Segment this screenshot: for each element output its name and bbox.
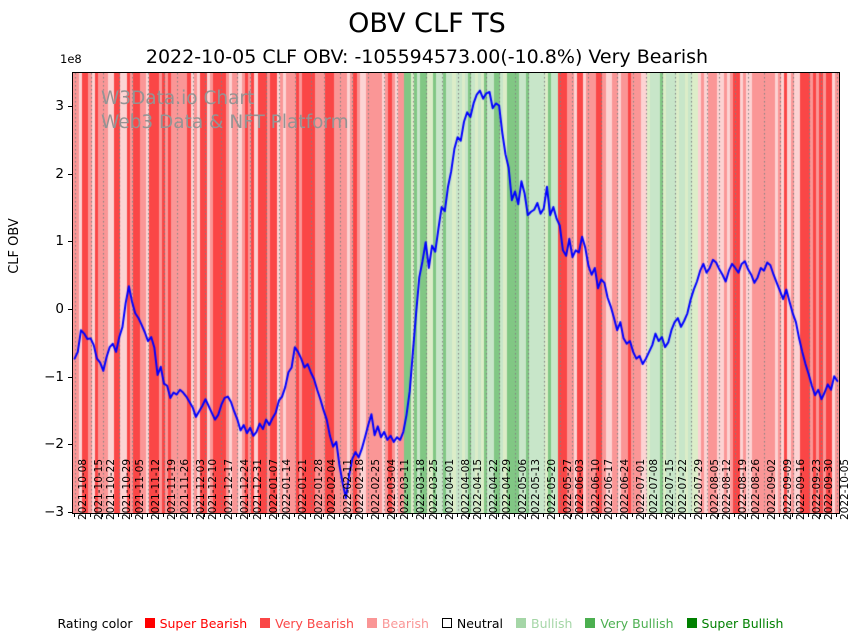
legend-label: Very Bullish (600, 615, 674, 631)
legend-swatch-icon (366, 618, 377, 628)
legend-title: Rating color (57, 615, 133, 631)
page-title: OBV CLF TS (348, 8, 506, 39)
y-axis-tick-label: 3 (55, 97, 64, 114)
legend-entry[interactable]: Bullish (516, 616, 572, 631)
legend-entry[interactable]: Bearish (366, 615, 429, 631)
y-axis-tick-label: −2 (44, 436, 64, 453)
legend-entry[interactable]: Neutral (441, 615, 504, 631)
y-axis-tick-label: 2 (55, 165, 64, 182)
chart-subtitle: 2022-10-05 CLF OBV: -105594573.00(-10.8%… (145, 46, 709, 68)
legend-label: Super Bearish (159, 615, 248, 631)
legend-label: Bullish (531, 615, 573, 631)
legend-swatch-icon (144, 618, 155, 628)
legend: Rating color Super Bearish Very Bearish Be… (0, 611, 854, 635)
legend-entry[interactable]: Very Bearish (260, 616, 354, 631)
legend-label: Super Bullish (701, 615, 784, 631)
legend-entry[interactable]: Super Bearish (144, 615, 248, 631)
legend-entry[interactable]: Super Bullish (686, 615, 784, 631)
legend-entry[interactable]: Very Bullish (585, 615, 674, 631)
obv-series-line (73, 73, 839, 513)
x-axis-tick-label: 2022-10-05 (839, 458, 852, 520)
legend-label: Bearish (381, 615, 429, 631)
y-axis-label: CLF OBV (7, 218, 22, 274)
y-axis-offset-text: 1e8 (60, 52, 82, 66)
y-axis-tick-label: −3 (44, 504, 64, 520)
legend-swatch-icon (441, 618, 452, 628)
legend-swatch-icon (686, 618, 697, 628)
legend-label: Neutral (456, 615, 504, 631)
legend-swatch-icon (260, 618, 271, 628)
legend-swatch-icon (585, 618, 596, 628)
legend-label: Very Bearish (275, 615, 354, 631)
plot-area: W3Data.io Chart Web3 Data & NFT Platform (72, 72, 840, 514)
legend-swatch-icon (516, 618, 527, 628)
y-axis-tick-label: −1 (44, 368, 64, 385)
